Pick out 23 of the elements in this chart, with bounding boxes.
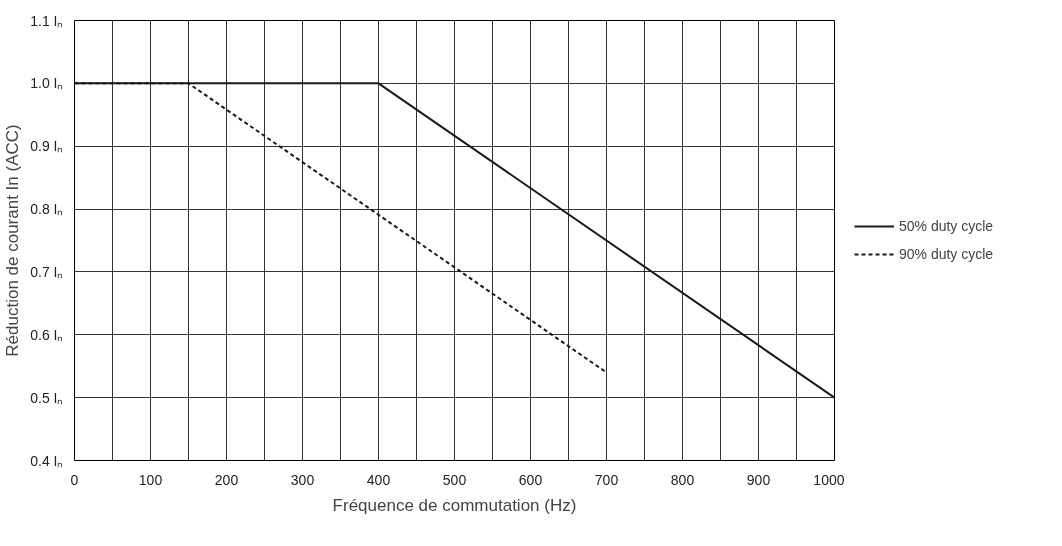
x-axis-title: Fréquence de commutation (Hz) bbox=[332, 495, 577, 515]
y-tick-label: 0.5 Iₙ bbox=[30, 389, 64, 406]
y-tick-label: 0.9 Iₙ bbox=[30, 138, 64, 155]
x-tick-label: 400 bbox=[366, 471, 391, 488]
x-tick-label: 200 bbox=[214, 471, 239, 488]
x-tick-label: 300 bbox=[290, 471, 315, 488]
y-tick-label: 1.1 Iₙ bbox=[30, 12, 64, 29]
x-tick-label: 0 bbox=[70, 471, 79, 488]
y-tick-label: 1.0 Iₙ bbox=[30, 75, 64, 92]
legend-label: 50% duty cycle bbox=[899, 218, 994, 234]
y-tick-label: 0.8 Iₙ bbox=[30, 201, 64, 218]
legend-label: 90% duty cycle bbox=[899, 246, 994, 262]
y-tick-label: 0.6 Iₙ bbox=[30, 326, 64, 343]
y-tick-label: 0.4 Iₙ bbox=[30, 452, 64, 469]
x-tick-label: 100 bbox=[138, 471, 163, 488]
x-tick-label: 500 bbox=[442, 471, 467, 488]
x-tick-label: 600 bbox=[518, 471, 543, 488]
x-tick-label: 900 bbox=[746, 471, 771, 488]
x-tick-label: 1000 bbox=[813, 471, 845, 488]
y-axis-title: Réduction de courant In (ACC) bbox=[3, 124, 23, 357]
x-tick-label: 700 bbox=[594, 471, 619, 488]
y-tick-label: 0.7 Iₙ bbox=[30, 263, 64, 280]
x-tick-label: 800 bbox=[670, 471, 695, 488]
